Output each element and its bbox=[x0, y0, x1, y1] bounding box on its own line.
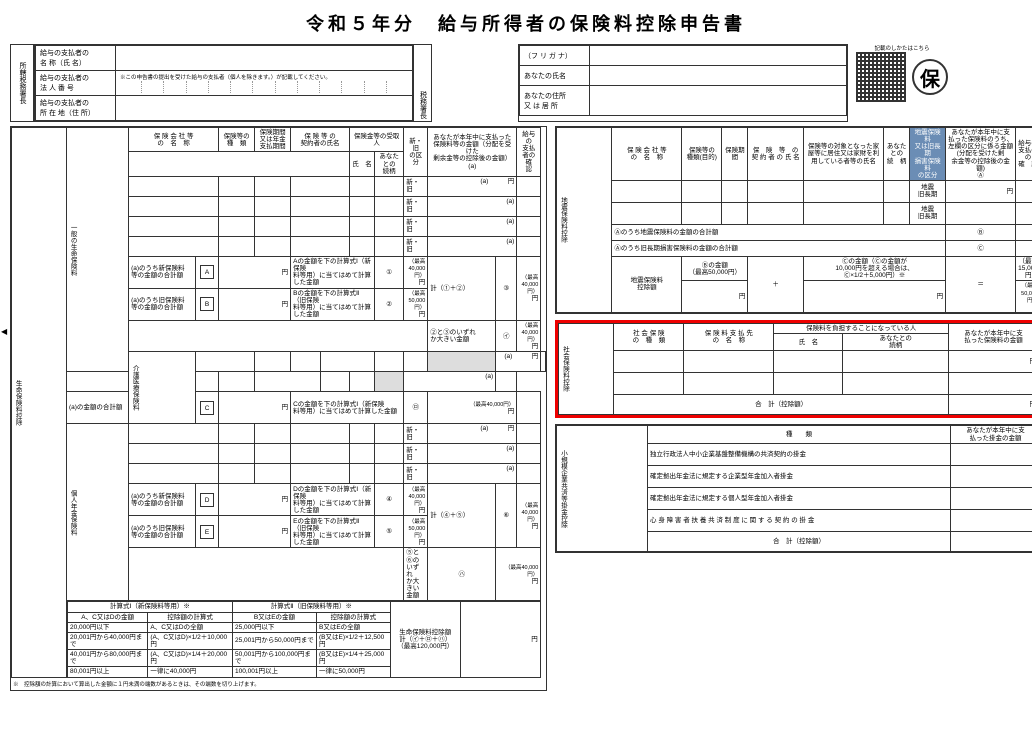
col-type: 保険等の 種 類 bbox=[219, 128, 255, 152]
calc-b: Bの金額を下の計算式Ⅱ（旧保険 料等用）に当てはめて計算した金額 bbox=[291, 288, 375, 320]
sb-row-1: 確定拠出年金法に規定する企業型年金加入者掛金 bbox=[648, 465, 951, 487]
social-insurance-section: 社会保険料控除 社 会 保 険 の 種 類 保 険 料 支 払 先 の 名 称 … bbox=[555, 320, 1032, 418]
col-ben-name: 氏 名 bbox=[349, 152, 374, 176]
stamp-icon: 保 bbox=[912, 59, 948, 95]
calc-c-label: (a)の金額の合計額 bbox=[66, 392, 128, 424]
col-period: 保険期間 又は年金 支払期間 bbox=[255, 128, 291, 152]
total-value[interactable]: 円 bbox=[460, 602, 540, 677]
life-side-label: 生命保険料控除 bbox=[14, 380, 21, 426]
sb-type-col: 種 類 bbox=[648, 426, 951, 443]
footnote: ※ 控除額の計算において算出した金額に１円未満の端数があるときは、その端数を切り… bbox=[11, 678, 546, 690]
payer-number-note: ※この申告書の提出を受けた給与の支払者（個人を除きます。）が記載してください。 bbox=[120, 73, 408, 81]
social-total-label: 合 計（控除額） bbox=[614, 395, 949, 415]
col-ben-rel: あなたとの 続柄 bbox=[375, 152, 404, 176]
col-confirm: 給与の 支払者の 確 認 bbox=[517, 128, 541, 177]
eq-side-label: 地震保険料控除 bbox=[559, 197, 566, 243]
qr-note: 記載のしかたはこちら bbox=[856, 44, 948, 52]
sb-total-label: 合 計（控除額） bbox=[648, 531, 951, 551]
payer-number-label: 給与の支払者の 法 人 番 号 bbox=[36, 71, 116, 96]
col-company: 保 険 会 社 等 の 名 称 bbox=[129, 128, 219, 152]
col-newold: 新・旧 の区分 bbox=[404, 128, 428, 177]
sub2-label: 介護医療保険料 bbox=[131, 365, 138, 411]
calc-c: Cの金額を下の計算式Ⅰ（新保険 料等用）に当てはめて計算した金額 bbox=[291, 392, 404, 424]
payer-address-label: 給与の支払者の 所 在 地（住 所） bbox=[36, 96, 116, 121]
eq-a-sum: Ⓐのうち地震保険料の金額の合計額 bbox=[612, 224, 946, 240]
sb-row-0: 独立行政法人中小企業基盤整備機構の共済契約の掛金 bbox=[648, 443, 951, 465]
sub3-label: 個人年金保険料 bbox=[69, 490, 76, 536]
formula2-title: 計算式Ⅱ（旧保険料等用）※ bbox=[232, 602, 390, 612]
your-name-value[interactable] bbox=[590, 66, 847, 86]
sb-row-3: 心 身 障 害 者 扶 養 共 済 制 度 に 関 す る 契 約 の 掛 金 bbox=[648, 509, 951, 531]
triangle-marker: ◀ bbox=[1, 327, 7, 336]
calc-sum12: 計（①＋②） bbox=[428, 256, 496, 320]
sb-amount-col: あなたが本年中に支 払った掛金の金額 bbox=[951, 426, 1032, 443]
furigana-value[interactable] bbox=[590, 46, 847, 66]
furigana-label: （フ リ ガ ナ） bbox=[520, 46, 590, 66]
newold-opt[interactable]: 新・旧 bbox=[404, 176, 428, 196]
row-b-label: (a)のうち旧保険料 等の金額の合計額 bbox=[129, 288, 196, 320]
tax-office-label: 所轄税務署長 bbox=[15, 60, 29, 106]
social-side-label: 社会保険料控除 bbox=[561, 346, 568, 392]
col-beneficiary: 保険金等の受取人 bbox=[349, 128, 403, 152]
your-name-label: あなたの氏名 bbox=[520, 66, 590, 86]
sb-side-label: 小規模企業共済等掛金控除 bbox=[559, 450, 566, 528]
total-label: 生命保険料控除額 計（㋑＋㋺＋㋩） （最高120,000円） bbox=[390, 602, 460, 677]
form-title: 令和５年分 給与所得者の保険料控除申告書 bbox=[10, 10, 1032, 36]
sub1-label: 一般の生命保険料 bbox=[69, 224, 76, 276]
tax-dept-label: 税務署長 bbox=[416, 89, 430, 121]
calc-a: Aの金額を下の計算式Ⅰ（新保険 料等用）に当てはめて計算した金額 bbox=[291, 256, 375, 288]
row-a-label: (a)のうち新保険料 等の金額の合計額 bbox=[129, 256, 196, 288]
payer-address-value[interactable] bbox=[116, 96, 413, 121]
your-address-label: あなたの住所 又 は 居 所 bbox=[520, 86, 590, 116]
eq-b-sum: Ⓐのうち旧長期損害保険料の金額の合計額 bbox=[612, 240, 946, 256]
payer-number-value[interactable] bbox=[120, 81, 408, 93]
your-address-value[interactable] bbox=[590, 86, 847, 116]
sb-row-2: 確定拠出年金法に規定する個人型年金加入者掛金 bbox=[648, 487, 951, 509]
qr-code bbox=[856, 52, 906, 102]
payer-name-label: 給与の支払者の 名 称（氏 名） bbox=[36, 46, 116, 71]
payer-name-value[interactable] bbox=[116, 46, 413, 71]
col-contractor: 保 険 等 の 契約者の氏名 bbox=[291, 128, 350, 152]
formula1-title: 計算式Ⅰ（新保険料等用）※ bbox=[67, 602, 232, 612]
col-amount: あなたが本年中に支払った 保険料等の金額（分配を受けた 剰余金等の控除後の金額）… bbox=[428, 128, 517, 177]
